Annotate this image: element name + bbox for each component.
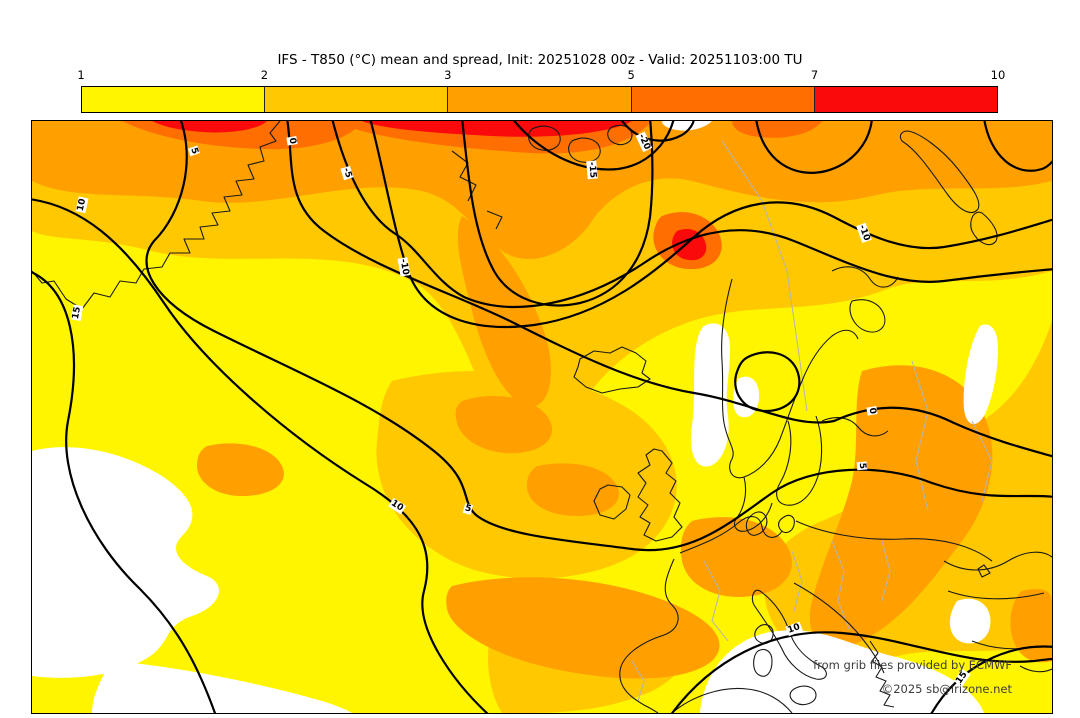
spread-fill-orange: [32, 121, 1052, 679]
country-borders: [631, 140, 993, 702]
spread-fill-white: [32, 121, 998, 713]
credits-line1: from grib files provided by ECMWF: [813, 658, 1012, 672]
colorbar-tick: 1: [77, 68, 85, 82]
colorbar-segment-3-5: [447, 87, 631, 112]
coastlines: [32, 121, 1052, 713]
map-canvas: [32, 121, 1052, 713]
colorbar-segment-7-10: [813, 87, 998, 112]
weather-map: 15 10 5 0 -5 -10 -15 -20 -10 0 5 5 10 10 15 from grib …: [31, 120, 1053, 714]
colorbar-segment-5-7: [630, 87, 814, 112]
colorbar-tick: 3: [444, 68, 452, 82]
colorbar-tick: 2: [260, 68, 269, 82]
colorbar-segment-1-2: [82, 87, 265, 112]
colorbar-scale: [81, 86, 998, 113]
colorbar: 1 2 3 5 7 10: [77, 68, 1005, 113]
chart-title: IFS - T850 (°C) mean and spread, Init: 2…: [277, 52, 803, 68]
credits-line2: ©2025 sb@irizone.net: [881, 682, 1012, 696]
colorbar-segment-2-3: [264, 87, 448, 112]
colorbar-tick: 10: [990, 68, 1006, 82]
credits: from grib files provided by ECMWF ©2025 …: [813, 653, 1012, 701]
spread-fill-red: [152, 121, 707, 261]
colorbar-tick: 7: [810, 68, 819, 82]
colorbar-tick: 5: [627, 68, 635, 82]
